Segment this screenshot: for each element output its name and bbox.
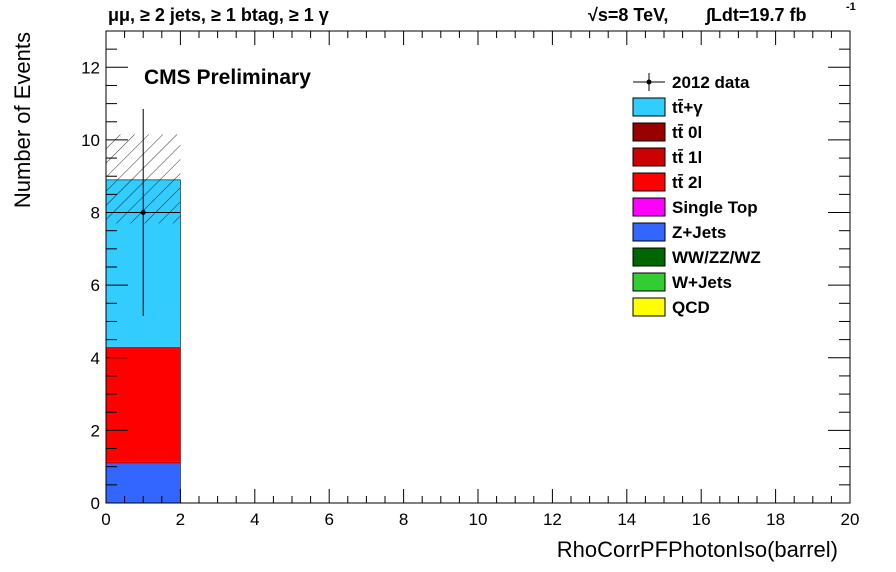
data-point: [140, 210, 146, 216]
legend-label: WW/ZZ/WZ: [672, 248, 761, 267]
y-tick-label: 8: [91, 204, 100, 223]
legend-swatch: [632, 122, 666, 142]
x-tick-label: 14: [617, 510, 636, 529]
x-axis: 0 2 4 6 8 10 12 14 16 18 20: [101, 31, 859, 529]
x-tick-label: 8: [399, 510, 408, 529]
selection-label: μμ, ≥ 2 jets, ≥ 1 btag, ≥ 1 γ: [108, 5, 329, 25]
legend-swatch: [632, 247, 666, 267]
lumi-exponent: -1: [846, 1, 856, 13]
cms-label: CMS Preliminary: [144, 66, 311, 89]
x-tick-label: 2: [176, 510, 185, 529]
x-tick-label: 16: [692, 510, 711, 529]
legend-label: Z+Jets: [672, 223, 726, 242]
y-tick-label: 6: [91, 276, 100, 295]
legend-swatch: [632, 222, 666, 242]
lumi-label: ∫Ldt=19.7 fb: [705, 5, 806, 25]
y-tick-label: 0: [91, 494, 100, 513]
legend-swatch: [632, 297, 666, 317]
bar-tt-2l: [106, 346, 181, 462]
x-axis-title: RhoCorrPFPhotonIso(barrel): [557, 537, 838, 562]
legend: 2012 data tt̄+γ tt̄ 0l tt̄ 1l tt̄ 2l Single T…: [632, 73, 761, 317]
x-tick-label: 20: [841, 510, 860, 529]
legend-swatch: [632, 97, 666, 117]
x-tick-label: 6: [324, 510, 333, 529]
plot-area: [106, 31, 850, 503]
y-axis-title: Number of Events: [10, 32, 35, 208]
legend-swatch: [632, 172, 666, 192]
legend-label: tt̄ 2l: [672, 173, 702, 192]
legend-label: Single Top: [672, 198, 758, 217]
legend-swatch: [632, 147, 666, 167]
legend-swatch: [632, 272, 666, 292]
y-tick-label: 10: [81, 131, 100, 150]
legend-label: 2012 data: [672, 73, 750, 92]
x-tick-label: 18: [766, 510, 785, 529]
bar-tt-1l: [106, 461, 181, 464]
x-tick-label: 12: [543, 510, 562, 529]
x-tick-label: 10: [469, 510, 488, 529]
legend-label: tt̄ 1l: [672, 148, 702, 167]
legend-label: W+Jets: [672, 273, 732, 292]
y-tick-label: 2: [91, 421, 100, 440]
legend-label: tt̄ 0l: [672, 123, 702, 142]
energy-label: √s=8 TeV,: [588, 5, 668, 25]
legend-label: tt̄+γ: [672, 98, 703, 117]
y-tick-label: 12: [81, 58, 100, 77]
legend-swatch: [632, 197, 666, 217]
x-tick-label: 0: [101, 510, 110, 529]
legend-label: QCD: [672, 298, 710, 317]
y-tick-label: 4: [91, 349, 100, 368]
y-axis: 0 2 4 6 8 10 12: [81, 30, 850, 513]
legend-marker: [646, 79, 652, 85]
x-tick-label: 4: [250, 510, 259, 529]
